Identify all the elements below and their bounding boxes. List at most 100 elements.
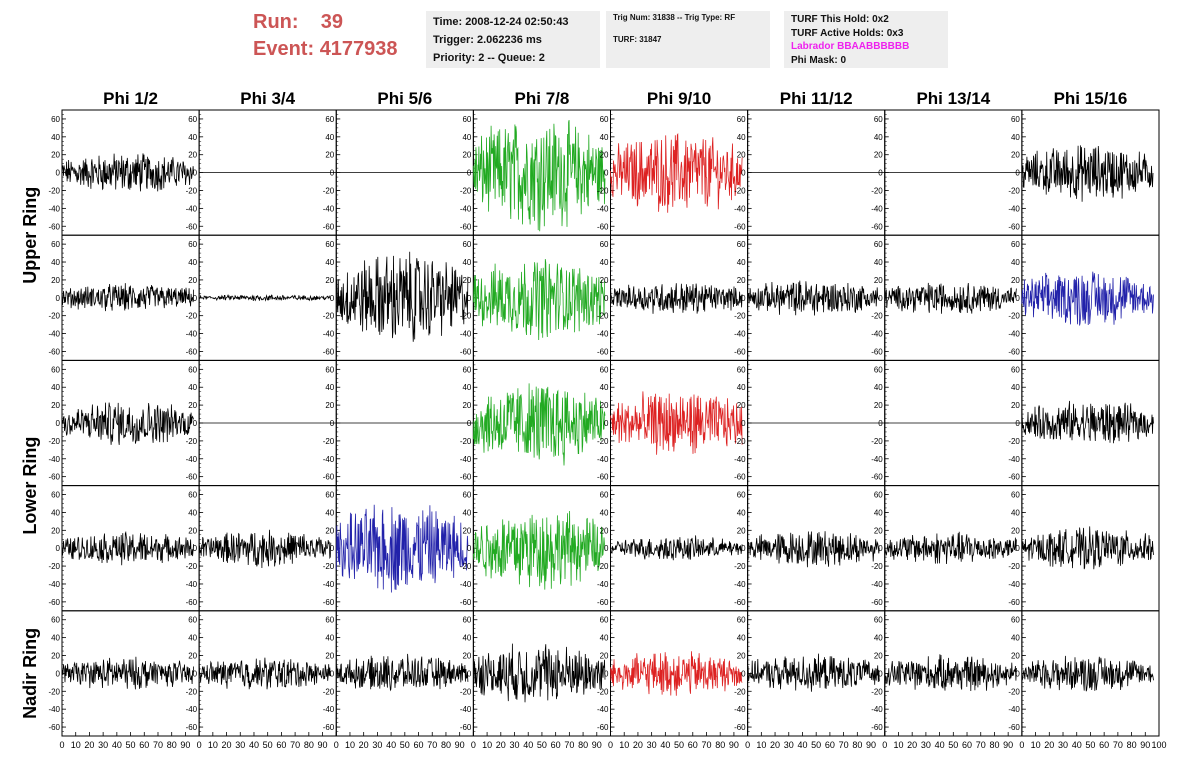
trigger-text: Trigger: 2.062236 ms [433,34,542,46]
y-tick-label: -20 [1008,437,1020,446]
y-tick-label: 60 [51,491,60,500]
y-tick-label: 0 [467,669,472,678]
y-tick-label: -20 [1008,687,1020,696]
waveform-trace [610,391,743,455]
x-tick-label: 30 [784,740,794,750]
y-tick-label: 20 [600,151,609,160]
event-label-text: Event: [253,38,315,60]
x-tick-label: 50 [537,740,547,750]
y-tick-label: -20 [734,186,746,195]
y-tick-label: -60 [1008,222,1020,231]
y-tick-label: 40 [462,258,471,267]
waveform-trace [198,529,332,569]
y-tick-label: -40 [460,455,472,464]
y-tick-label: 0 [604,669,609,678]
y-tick-label: 20 [462,526,471,535]
y-tick-label: -60 [871,598,883,607]
y-tick-label: -40 [734,204,746,213]
y-tick-label: 60 [600,240,609,249]
y-tick-label: 40 [51,133,60,142]
y-tick-label: 0 [1015,419,1020,428]
y-tick-label: 0 [878,169,883,178]
y-tick-label: -60 [186,347,198,356]
y-tick-label: 40 [1011,383,1020,392]
y-tick-label: 40 [737,258,746,267]
y-tick-label: 60 [188,491,197,500]
y-tick-label: 0 [56,169,61,178]
y-tick-label: 20 [1011,151,1020,160]
x-tick-label: 20 [633,740,643,750]
waveform-trace [61,656,194,690]
y-tick-label: -60 [48,347,60,356]
y-tick-label: 60 [737,240,746,249]
y-tick-label: -40 [323,204,335,213]
column-title: Phi 9/10 [647,89,711,108]
y-tick-label: 0 [604,544,609,553]
column-title: Phi 1/2 [103,89,158,108]
y-tick-label: 40 [188,133,197,142]
y-tick-label: -60 [1008,347,1020,356]
waveform-trace [473,643,606,703]
y-tick-label: -60 [734,723,746,732]
x-tick-label: 90 [1140,740,1150,750]
x-tick-label: 60 [1099,740,1109,750]
y-tick-label: -40 [871,330,883,339]
y-tick-label: 40 [188,258,197,267]
y-tick-label: -40 [871,204,883,213]
y-tick-label: 60 [1011,365,1020,374]
x-tick-label: 10 [756,740,766,750]
x-tick-label: 80 [441,740,451,750]
y-tick-label: 40 [188,383,197,392]
x-tick-label: 90 [180,740,190,750]
x-tick-label: 40 [660,740,670,750]
y-tick-label: 40 [1011,634,1020,643]
y-tick-label: 40 [325,133,334,142]
y-tick-label: 60 [188,365,197,374]
x-tick-label: 30 [510,740,520,750]
x-tick-label: 70 [701,740,711,750]
y-tick-label: 40 [51,508,60,517]
y-tick-label: 40 [1011,508,1020,517]
y-tick-label: 20 [51,276,60,285]
x-tick-label: 60 [276,740,286,750]
y-tick-label: 20 [600,276,609,285]
column-title: Phi 5/6 [377,89,432,108]
y-tick-label: 20 [51,526,60,535]
y-tick-label: 40 [462,634,471,643]
y-tick-label: 40 [737,383,746,392]
y-tick-label: -20 [48,437,60,446]
y-tick-label: 60 [874,240,883,249]
waveform-trace [1021,145,1154,202]
y-tick-label: -40 [186,455,198,464]
y-tick-label: 60 [51,365,60,374]
y-tick-label: -40 [597,705,609,714]
y-tick-label: 0 [1015,294,1020,303]
y-tick-label: 0 [193,669,198,678]
x-tick-label: 0 [334,740,339,750]
waveform-trace [335,653,469,692]
waveform-trace [473,510,606,590]
x-tick-label: 90 [866,740,876,750]
y-tick-label: 0 [56,669,61,678]
y-tick-label: 60 [874,365,883,374]
y-tick-label: -60 [734,347,746,356]
y-tick-label: 0 [330,419,335,428]
x-tick-label: 40 [386,740,396,750]
x-tick-label: 0 [59,740,64,750]
x-tick-label: 90 [592,740,602,750]
y-tick-label: -60 [1008,473,1020,482]
y-tick-label: 0 [1015,169,1020,178]
y-tick-label: -20 [48,312,60,321]
run-value: 39 [320,11,344,33]
x-tick-label: 10 [619,740,629,750]
y-tick-label: -20 [460,186,472,195]
waveform-trace [61,402,194,445]
x-tick-label: 20 [359,740,369,750]
y-tick-label: -40 [48,705,60,714]
y-tick-label: -60 [186,598,198,607]
y-tick-label: -20 [460,562,472,571]
y-tick-label: 20 [737,276,746,285]
y-tick-label: 0 [330,544,335,553]
y-tick-label: -60 [460,222,472,231]
y-tick-label: 60 [325,240,334,249]
